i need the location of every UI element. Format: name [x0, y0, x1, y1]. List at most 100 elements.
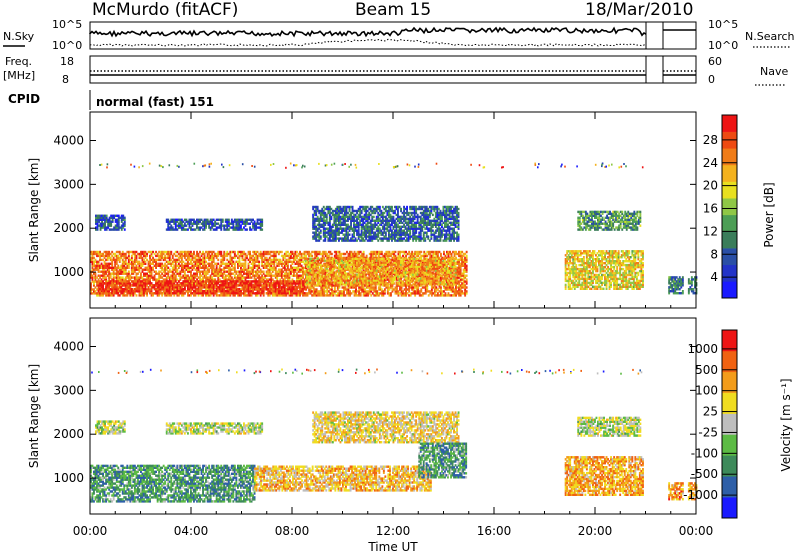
- data-cell: [407, 219, 410, 222]
- data-cell: [167, 226, 170, 229]
- data-cell: [371, 225, 374, 228]
- data-cell: [412, 235, 415, 238]
- data-cell: [371, 229, 374, 232]
- data-cell: [170, 220, 173, 223]
- data-cell: [182, 228, 185, 231]
- data-cell: [403, 233, 405, 236]
- data-cell: [403, 219, 405, 222]
- data-cell: [325, 235, 328, 238]
- data-cell: [328, 239, 331, 242]
- data-cell: [424, 205, 427, 209]
- data-cell: [338, 237, 340, 240]
- data-cell: [430, 229, 433, 232]
- data-cell: [359, 239, 362, 242]
- data-cell: [179, 218, 182, 221]
- data-cell: [437, 225, 440, 228]
- data-cell: [389, 237, 392, 240]
- data-cell: [177, 224, 180, 227]
- data-cell: [336, 225, 339, 228]
- data-cell: [377, 221, 380, 224]
- data-cell: [102, 216, 105, 219]
- data-cell: [398, 229, 401, 232]
- data-cell: [412, 239, 415, 242]
- data-cell: [377, 211, 380, 215]
- data-cell: [315, 209, 318, 213]
- data-cell: [368, 213, 371, 217]
- data-cell: [377, 233, 380, 236]
- data-cell: [351, 209, 354, 213]
- data-cell: [120, 214, 123, 217]
- data-cell: [182, 220, 185, 223]
- data-cell: [363, 221, 366, 224]
- data-cell: [256, 218, 259, 221]
- data-cell: [330, 229, 333, 232]
- data-cell: [226, 226, 229, 229]
- data-cell: [388, 221, 390, 224]
- data-cell: [98, 220, 100, 223]
- data-cell: [368, 235, 371, 238]
- data-cell: [360, 211, 363, 215]
- data-cell: [421, 211, 424, 215]
- data-cell: [334, 221, 337, 224]
- data-cell: [350, 225, 352, 228]
- data-cell: [315, 237, 318, 240]
- data-cell: [412, 217, 415, 221]
- data-cell: [398, 221, 401, 224]
- data-cell: [369, 209, 372, 213]
- data-cell: [107, 222, 110, 225]
- data-cell: [400, 239, 402, 242]
- data-cell: [313, 225, 316, 228]
- data-cell: [363, 227, 366, 230]
- data-cell: [395, 217, 398, 221]
- data-cell: [439, 233, 442, 236]
- data-cell: [313, 219, 316, 222]
- data-cell: [318, 217, 321, 221]
- data-cell: [386, 227, 389, 230]
- data-cell: [203, 220, 206, 223]
- data-cell: [421, 229, 424, 232]
- data-cell: [350, 213, 352, 217]
- data-cell: [190, 228, 192, 231]
- data-cell: [428, 213, 431, 217]
- data-cell: [333, 235, 336, 238]
- data-cell: [180, 218, 183, 221]
- data-cell: [412, 205, 415, 209]
- data-cell: [334, 235, 337, 238]
- data-cell: [437, 227, 440, 230]
- data-cell: [230, 220, 233, 223]
- data-cell: [324, 213, 327, 217]
- data-cell: [427, 221, 430, 224]
- data-cell: [105, 218, 108, 221]
- data-cell: [365, 235, 368, 238]
- data-cell: [183, 218, 186, 221]
- data-cell: [404, 215, 407, 219]
- data-cell: [389, 205, 392, 209]
- data-cell: [255, 224, 257, 227]
- data-cell: [384, 219, 387, 222]
- data-cell: [188, 226, 191, 229]
- data-cell: [330, 207, 333, 211]
- data-cell: [191, 224, 194, 227]
- data-cell: [322, 231, 325, 234]
- data-cell: [401, 211, 404, 215]
- data-cell: [249, 226, 251, 229]
- freq-strip: Freq. [MHz] 18 8 60 0 Nave: [3, 55, 788, 86]
- data-cell: [394, 219, 396, 222]
- data-cell: [388, 215, 390, 219]
- data-cell: [261, 224, 264, 227]
- nsearch-tick-top: 10^5: [708, 18, 738, 31]
- data-cell: [424, 223, 427, 226]
- data-cell: [350, 211, 352, 215]
- data-cell: [217, 218, 220, 221]
- data-cell: [419, 233, 422, 236]
- data-cell: [353, 209, 355, 213]
- data-cell: [363, 215, 366, 219]
- data-cell: [197, 220, 200, 223]
- data-cell: [425, 209, 428, 213]
- data-cell: [114, 226, 117, 229]
- data-cell: [168, 222, 171, 225]
- data-cell: [441, 217, 443, 221]
- data-cell: [434, 229, 437, 232]
- data-cell: [330, 231, 333, 234]
- data-cell: [418, 233, 421, 236]
